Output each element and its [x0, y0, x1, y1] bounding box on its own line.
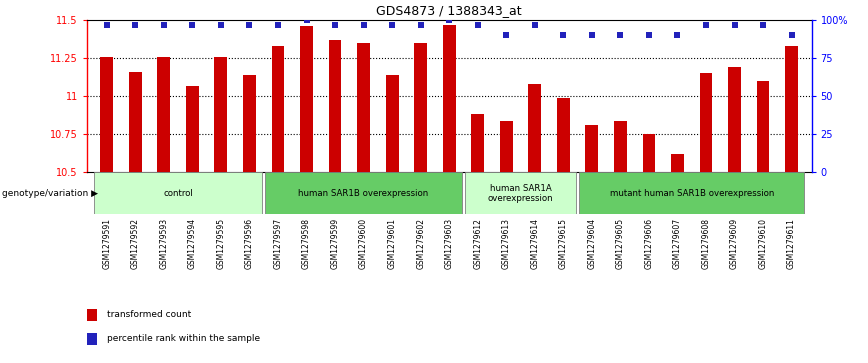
Text: GSM1279607: GSM1279607 [673, 218, 682, 269]
Point [556, 32, 570, 38]
Bar [557, 98, 569, 172]
Point [271, 22, 285, 28]
Text: GSM1279613: GSM1279613 [502, 218, 510, 269]
Bar [700, 73, 713, 172]
Text: GSM1279610: GSM1279610 [759, 218, 767, 269]
Text: GSM1279601: GSM1279601 [388, 218, 397, 269]
Text: GSM1279615: GSM1279615 [559, 218, 568, 269]
Text: GSM1279606: GSM1279606 [644, 218, 654, 269]
Point [528, 22, 542, 28]
Text: human SAR1A
overexpression: human SAR1A overexpression [488, 184, 553, 203]
Point [699, 22, 713, 28]
Text: human SAR1B overexpression: human SAR1B overexpression [299, 189, 429, 198]
Bar [265, 172, 462, 214]
Bar [529, 84, 542, 172]
Bar [357, 43, 370, 172]
Point [214, 22, 228, 28]
Bar [186, 86, 199, 172]
Bar [243, 75, 256, 172]
Text: genotype/variation ▶: genotype/variation ▶ [2, 189, 98, 198]
Point [242, 22, 256, 28]
Bar [272, 46, 285, 172]
Text: GSM1279608: GSM1279608 [701, 218, 711, 269]
Text: transformed count: transformed count [107, 310, 191, 319]
Point [785, 32, 799, 38]
Point [614, 32, 628, 38]
Text: GSM1279599: GSM1279599 [331, 218, 339, 269]
Text: GSM1279595: GSM1279595 [216, 218, 226, 269]
Point [585, 32, 599, 38]
Point [186, 22, 200, 28]
Text: GSM1279609: GSM1279609 [730, 218, 739, 269]
Text: GSM1279591: GSM1279591 [102, 218, 111, 269]
Point [670, 32, 684, 38]
Bar [728, 67, 741, 172]
Bar [128, 72, 141, 172]
Point [100, 22, 114, 28]
Text: GSM1279594: GSM1279594 [187, 218, 197, 269]
Bar [585, 125, 598, 172]
Point [499, 32, 513, 38]
Bar [214, 57, 227, 172]
Point [442, 17, 457, 23]
Bar [614, 121, 627, 172]
Bar [579, 172, 805, 214]
Text: GSM1279597: GSM1279597 [273, 218, 282, 269]
Text: GSM1279592: GSM1279592 [131, 218, 140, 269]
Point [470, 22, 484, 28]
Point [385, 22, 399, 28]
Text: GSM1279603: GSM1279603 [444, 218, 454, 269]
Bar [300, 26, 313, 172]
Text: GSM1279604: GSM1279604 [588, 218, 596, 269]
Bar [157, 57, 170, 172]
Point [414, 22, 428, 28]
Text: GSM1279612: GSM1279612 [473, 218, 483, 269]
Bar [414, 43, 427, 172]
Bar [329, 40, 341, 172]
Bar [465, 172, 576, 214]
Point [357, 22, 371, 28]
Bar [471, 114, 484, 172]
Point [157, 22, 171, 28]
Bar [642, 134, 655, 172]
Bar [500, 121, 513, 172]
Text: GSM1279611: GSM1279611 [787, 218, 796, 269]
Point [756, 22, 770, 28]
Text: GSM1279600: GSM1279600 [359, 218, 368, 269]
Text: GSM1279593: GSM1279593 [160, 218, 168, 269]
Text: GSM1279602: GSM1279602 [416, 218, 425, 269]
Text: control: control [163, 189, 193, 198]
Title: GDS4873 / 1388343_at: GDS4873 / 1388343_at [377, 4, 522, 17]
Text: GSM1279614: GSM1279614 [530, 218, 539, 269]
Point [727, 22, 741, 28]
Point [128, 22, 142, 28]
Bar [385, 75, 398, 172]
Bar [101, 57, 113, 172]
Bar [94, 172, 262, 214]
Text: GSM1279596: GSM1279596 [245, 218, 254, 269]
Bar [786, 46, 798, 172]
Text: GSM1279598: GSM1279598 [302, 218, 311, 269]
Bar [757, 81, 770, 172]
Text: mutant human SAR1B overexpression: mutant human SAR1B overexpression [609, 189, 774, 198]
Text: percentile rank within the sample: percentile rank within the sample [107, 334, 260, 343]
Text: GSM1279605: GSM1279605 [616, 218, 625, 269]
Bar [443, 25, 456, 172]
Bar [671, 154, 684, 172]
Point [328, 22, 342, 28]
Point [642, 32, 656, 38]
Point [299, 17, 313, 23]
